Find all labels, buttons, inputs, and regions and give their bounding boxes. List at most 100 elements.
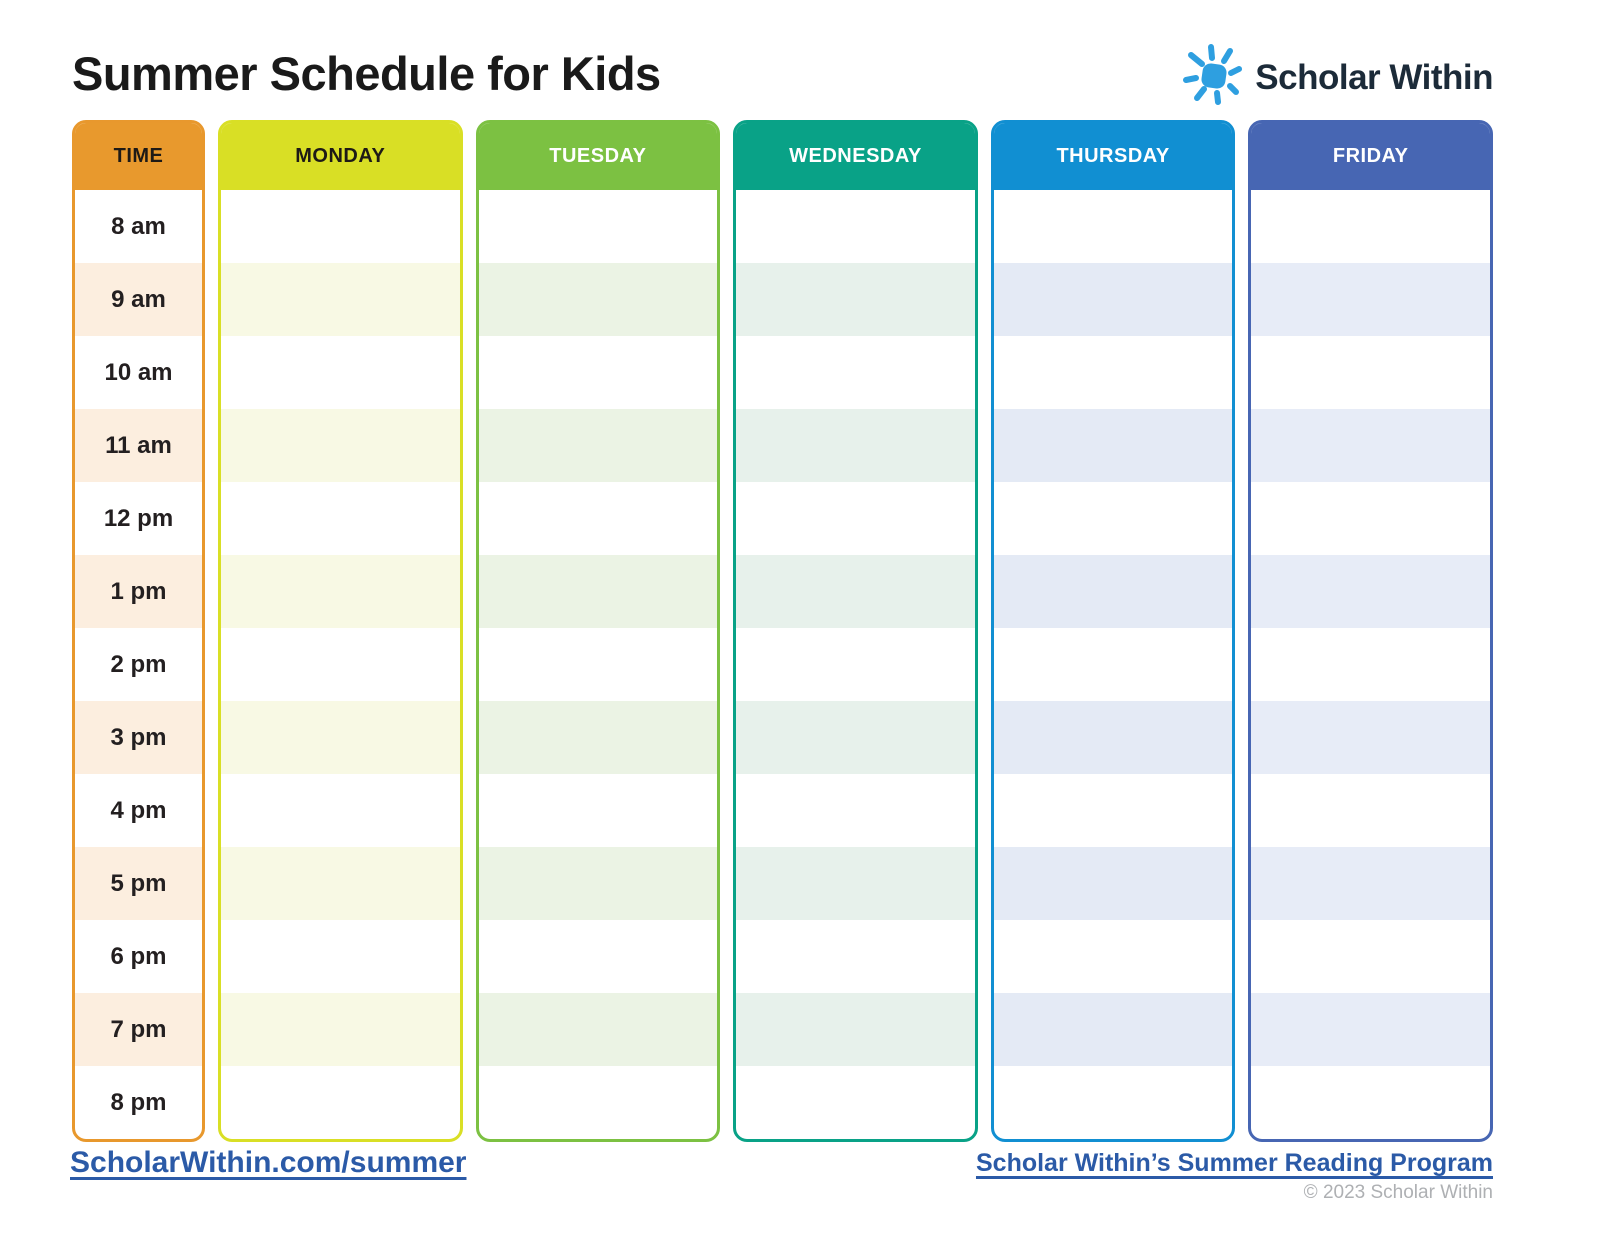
schedule-cell-monday-2 xyxy=(221,336,460,409)
time-column-header: TIME xyxy=(75,123,202,190)
time-cell: 12 pm xyxy=(75,482,202,555)
wednesday-column-body xyxy=(736,190,975,1139)
schedule-cell-tuesday-10 xyxy=(479,920,718,993)
schedule-cell-wednesday-4 xyxy=(736,482,975,555)
time-cell: 5 pm xyxy=(75,847,202,920)
schedule-cell-monday-6 xyxy=(221,628,460,701)
schedule-cell-wednesday-0 xyxy=(736,190,975,263)
schedule-cell-friday-2 xyxy=(1251,336,1490,409)
schedule-cell-tuesday-8 xyxy=(479,774,718,847)
friday-column-body xyxy=(1251,190,1490,1139)
schedule-cell-monday-4 xyxy=(221,482,460,555)
schedule-cell-monday-12 xyxy=(221,1066,460,1139)
scholar-within-logo: Scholar Within xyxy=(1181,42,1493,113)
schedule-cell-monday-7 xyxy=(221,701,460,774)
time-cell: 6 pm xyxy=(75,920,202,993)
day-column-friday: FRIDAY xyxy=(1248,120,1493,1142)
time-label: 6 pm xyxy=(110,942,167,970)
schedule-cell-thursday-7 xyxy=(993,701,1233,774)
schedule-cell-wednesday-11 xyxy=(736,993,975,1066)
day-header-friday: FRIDAY xyxy=(1251,123,1490,190)
time-label: 9 am xyxy=(111,285,166,313)
summer-reading-program-link[interactable]: Scholar Within’s Summer Reading Program xyxy=(975,1149,1493,1177)
schedule-cell-friday-4 xyxy=(1251,482,1490,555)
schedule-cell-tuesday-0 xyxy=(479,190,718,263)
time-cell: 4 pm xyxy=(75,774,202,847)
schedule-cell-friday-12 xyxy=(1251,1066,1490,1139)
day-header-wednesday: WEDNESDAY xyxy=(736,123,975,190)
schedule-cell-wednesday-8 xyxy=(736,774,975,847)
schedule-cell-monday-5 xyxy=(221,555,460,628)
day-column-thursday: THURSDAY xyxy=(990,120,1236,1142)
schedule-cell-wednesday-7 xyxy=(736,701,975,774)
schedule-cell-friday-5 xyxy=(1251,555,1490,628)
schedule-cell-wednesday-2 xyxy=(736,336,975,409)
time-label: 8 am xyxy=(111,212,166,240)
time-label: 2 pm xyxy=(110,650,167,678)
schedule-cell-tuesday-12 xyxy=(479,1066,718,1139)
schedule-cell-friday-3 xyxy=(1251,409,1490,482)
time-cell: 10 am xyxy=(75,336,202,409)
time-label: 1 pm xyxy=(110,577,167,605)
time-label: 10 am xyxy=(104,358,173,386)
tuesday-column-body xyxy=(478,190,718,1139)
summer-url-link[interactable]: ScholarWithin.com/summer xyxy=(70,1146,467,1179)
time-cell: 8 am xyxy=(75,190,202,263)
schedule-cell-thursday-4 xyxy=(994,482,1233,555)
day-header-thursday: THURSDAY xyxy=(993,123,1233,190)
schedule-cell-monday-9 xyxy=(221,847,460,920)
schedule-cell-tuesday-2 xyxy=(479,336,718,409)
schedule-cell-wednesday-1 xyxy=(736,263,975,336)
schedule-cell-friday-6 xyxy=(1251,628,1490,701)
schedule-cell-friday-7 xyxy=(1251,701,1490,774)
time-label: 8 pm xyxy=(110,1088,167,1116)
time-column: TIME 8 am 9 am 10 am 11 am 12 pm 1 pm 2 pm 3 pm 4… xyxy=(72,120,205,1142)
schedule-cell-thursday-0 xyxy=(994,190,1233,263)
time-cell: 7 pm xyxy=(75,993,202,1066)
thursday-column-body xyxy=(993,190,1233,1139)
time-column-body: 8 am 9 am 10 am 11 am 12 pm 1 pm 2 pm 3 pm 4 pm 5… xyxy=(75,190,202,1139)
copyright-text: © 2023 Scholar Within xyxy=(1303,1182,1493,1203)
time-cell: 2 pm xyxy=(75,628,202,701)
time-label: 5 pm xyxy=(110,869,167,897)
schedule-cell-tuesday-11 xyxy=(478,993,718,1066)
schedule-cell-tuesday-9 xyxy=(478,847,718,920)
schedule-cell-wednesday-10 xyxy=(736,920,975,993)
schedule-cell-thursday-1 xyxy=(993,263,1233,336)
schedule-cell-wednesday-12 xyxy=(736,1066,975,1139)
schedule-cell-monday-8 xyxy=(221,774,460,847)
day-column-wednesday: WEDNESDAY xyxy=(733,120,978,1142)
schedule-cell-friday-0 xyxy=(1251,190,1490,263)
schedule-cell-thursday-9 xyxy=(993,847,1233,920)
time-cell: 9 am xyxy=(75,263,202,336)
time-label: 4 pm xyxy=(110,796,167,824)
schedule-cell-wednesday-9 xyxy=(736,847,975,920)
day-header-tuesday: TUESDAY xyxy=(478,123,718,190)
day-column-monday: MONDAY xyxy=(218,120,463,1142)
page-title: Summer Schedule for Kids xyxy=(72,47,661,100)
schedule-cell-wednesday-5 xyxy=(736,555,975,628)
day-column-tuesday: TUESDAY xyxy=(475,120,721,1142)
schedule-cell-thursday-6 xyxy=(994,628,1233,701)
day-header-monday: MONDAY xyxy=(221,123,460,190)
time-label: 11 am xyxy=(105,431,172,459)
schedule-cell-thursday-2 xyxy=(994,336,1233,409)
time-label: 7 pm xyxy=(110,1015,167,1043)
schedule-cell-friday-9 xyxy=(1251,847,1490,920)
schedule-cell-thursday-8 xyxy=(994,774,1233,847)
time-cell: 3 pm xyxy=(75,701,202,774)
schedule-cell-thursday-10 xyxy=(994,920,1233,993)
schedule-cell-thursday-5 xyxy=(993,555,1233,628)
logo-text: Scholar Within xyxy=(1255,57,1493,97)
schedule-cell-tuesday-5 xyxy=(478,555,718,628)
schedule-cell-tuesday-7 xyxy=(478,701,718,774)
schedule-cell-tuesday-1 xyxy=(478,263,718,336)
schedule-cell-thursday-3 xyxy=(993,409,1233,482)
time-label: 3 pm xyxy=(110,723,167,751)
time-cell: 8 pm xyxy=(75,1066,202,1139)
schedule-cell-monday-0 xyxy=(221,190,460,263)
schedule-cell-monday-3 xyxy=(221,409,460,482)
time-cell: 1 pm xyxy=(75,555,202,628)
schedule-table: TIME 8 am 9 am 10 am 11 am 12 pm 1 pm 2 pm 3 pm 4… xyxy=(72,120,1493,1142)
schedule-cell-tuesday-3 xyxy=(478,409,718,482)
